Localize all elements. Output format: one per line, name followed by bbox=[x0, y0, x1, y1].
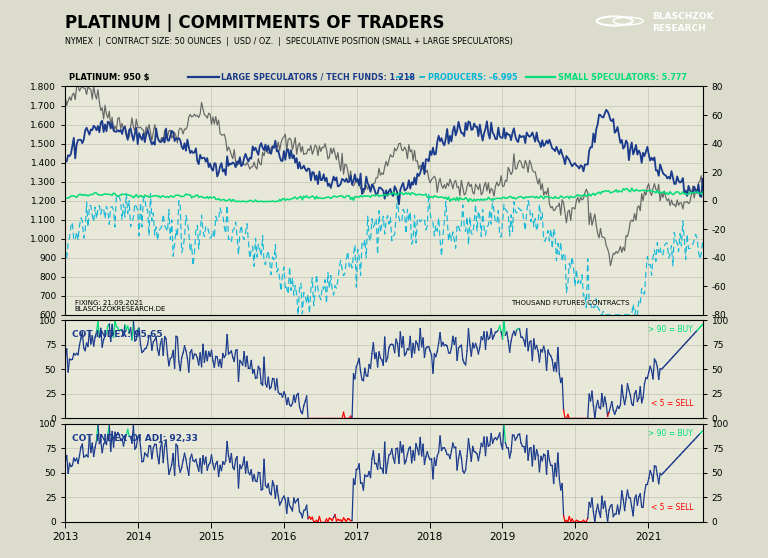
Text: > 90 = BUY: > 90 = BUY bbox=[648, 325, 694, 334]
Text: < 5 = SELL: < 5 = SELL bbox=[650, 503, 694, 512]
Text: COT INDEX OI ADJ: 92,33: COT INDEX OI ADJ: 92,33 bbox=[71, 434, 197, 442]
Text: PLATINUM: 950 $: PLATINUM: 950 $ bbox=[69, 73, 150, 81]
Text: BLASCHZOKRESEARCH.DE: BLASCHZOKRESEARCH.DE bbox=[74, 306, 166, 312]
Text: < 5 = SELL: < 5 = SELL bbox=[650, 400, 694, 408]
Text: BLASCHZOK
RESEARCH: BLASCHZOK RESEARCH bbox=[652, 12, 713, 32]
Text: NYMEX  |  CONTRACT SIZE: 50 OUNCES  |  USD / OZ.  |  SPECULATIVE POSITION (SMALL: NYMEX | CONTRACT SIZE: 50 OUNCES | USD /… bbox=[65, 37, 513, 46]
Text: THOUSAND FUTURES CONTRACTS: THOUSAND FUTURES CONTRACTS bbox=[511, 300, 630, 306]
Text: PLATINUM | COMMITMENTS OF TRADERS: PLATINUM | COMMITMENTS OF TRADERS bbox=[65, 14, 445, 32]
Text: PRODUCERS: -6.995: PRODUCERS: -6.995 bbox=[428, 73, 518, 81]
Text: SMALL SPECULATORS: 5.777: SMALL SPECULATORS: 5.777 bbox=[558, 73, 687, 81]
Text: LARGE SPECULATORS / TECH FUNDS: 1.218: LARGE SPECULATORS / TECH FUNDS: 1.218 bbox=[221, 73, 415, 81]
Text: > 90 = BUY: > 90 = BUY bbox=[648, 429, 694, 438]
Text: FIXING: 21.09.2021: FIXING: 21.09.2021 bbox=[74, 300, 143, 306]
Text: COT INDEX: 95,65: COT INDEX: 95,65 bbox=[71, 330, 162, 339]
